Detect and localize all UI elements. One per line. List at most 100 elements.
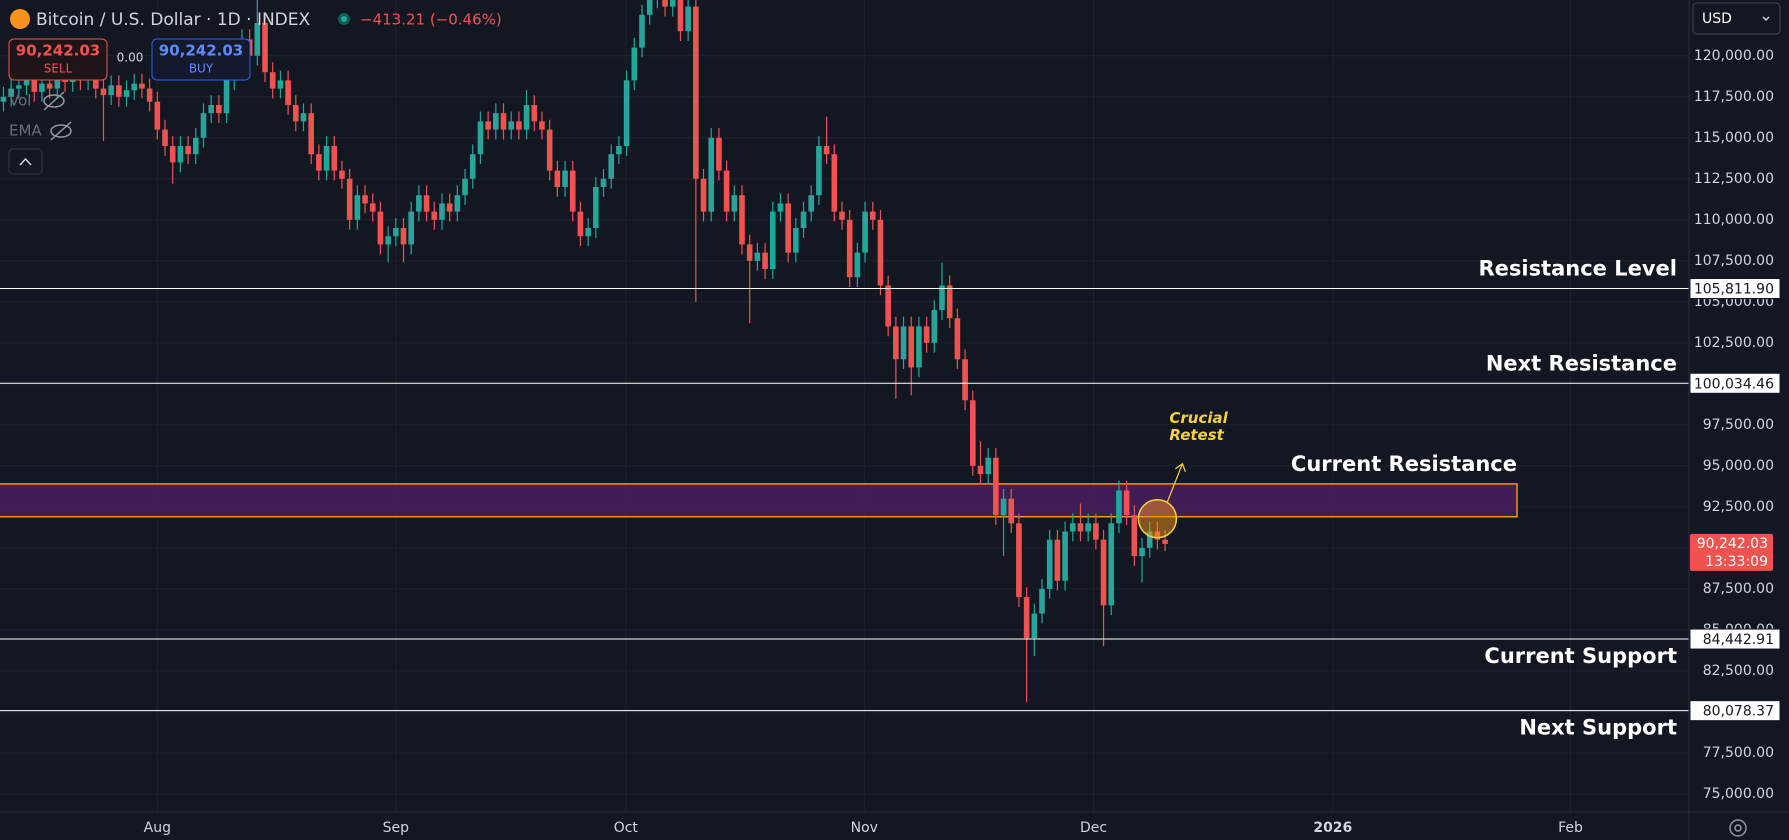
candle-body — [100, 88, 107, 96]
candle-body — [331, 145, 338, 171]
buy-price[interactable]: 90,242.03 — [159, 42, 243, 60]
chevron[interactable] — [19, 157, 32, 166]
candle-body — [192, 137, 199, 155]
visibility-icon[interactable] — [43, 91, 65, 111]
candle-body — [516, 121, 522, 130]
gear-hub[interactable] — [1734, 824, 1742, 832]
candle-body — [393, 228, 399, 237]
level-price-box — [1689, 628, 1781, 650]
candle-body — [177, 145, 184, 163]
candle-body — [346, 178, 353, 220]
candle-body — [454, 195, 461, 212]
level-label: Next Resistance — [1486, 351, 1677, 375]
level-price-box — [1689, 278, 1781, 300]
gear[interactable] — [1729, 819, 1747, 837]
candle-body — [446, 203, 453, 212]
eye[interactable] — [43, 94, 65, 108]
candle-body — [269, 72, 276, 89]
candle-body — [208, 104, 214, 114]
y-tick-label: 97,500.00 — [1703, 417, 1774, 433]
collapse-box[interactable] — [8, 148, 43, 175]
buy-button[interactable]: 90,242.03 BUY — [151, 38, 251, 81]
buy-label[interactable]: BUY — [189, 62, 214, 76]
sell-box[interactable] — [8, 38, 108, 81]
y-tick-label: 117,500.00 — [1694, 89, 1774, 105]
candle-body — [416, 195, 422, 212]
candle-body — [1023, 597, 1030, 639]
candle-body — [154, 101, 161, 130]
eye-slash[interactable] — [43, 91, 65, 111]
candle-body — [839, 211, 845, 220]
x-tick-label: Nov — [851, 820, 878, 836]
indicator-name[interactable]: Vol — [9, 92, 31, 110]
candle-body — [216, 104, 222, 114]
resistance-zone — [0, 483, 1518, 518]
x-tick-label: Dec — [1080, 820, 1107, 836]
sell-price[interactable]: 90,242.03 — [16, 42, 100, 60]
y-tick-label: 107,500.00 — [1694, 253, 1774, 269]
annotation-text: Crucial — [1169, 409, 1228, 427]
candle-body — [200, 113, 207, 138]
y-tick-label: 115,000.00 — [1694, 130, 1774, 146]
candle-body — [585, 228, 591, 237]
chevron[interactable] — [1762, 16, 1770, 22]
candle-body — [739, 195, 745, 245]
currency-box[interactable] — [1692, 2, 1781, 35]
candle-body — [669, 0, 676, 7]
candle-body — [300, 113, 307, 122]
candle-body — [646, 0, 653, 15]
candle-body — [1162, 539, 1168, 544]
candle-body — [616, 145, 622, 155]
currency-select[interactable]: USD — [1692, 2, 1781, 35]
currency[interactable]: USD — [1702, 11, 1732, 27]
candle-body — [846, 219, 853, 278]
candle-body — [693, 6, 699, 179]
candle-body — [662, 0, 668, 7]
sell-button[interactable]: 90,242.03 SELL — [8, 38, 108, 81]
candle-body — [1100, 539, 1107, 606]
settings-button[interactable] — [1729, 819, 1747, 837]
visibility-icon[interactable] — [50, 121, 72, 141]
y-tick-label: 75,000.00 — [1703, 786, 1774, 802]
candle-body — [1016, 523, 1022, 598]
candle-body — [1046, 539, 1053, 589]
candle-body — [54, 78, 61, 89]
buy-box[interactable] — [151, 38, 251, 81]
candle-body — [1108, 523, 1115, 606]
candle-body — [423, 195, 430, 212]
candle-body — [746, 244, 753, 261]
level-label: Resistance Level — [1478, 257, 1677, 281]
candle-body — [0, 96, 7, 102]
candle-body — [369, 203, 376, 212]
candle-body — [108, 85, 114, 96]
candle-body — [508, 121, 515, 130]
candle-body — [1131, 515, 1138, 557]
candle-body — [377, 211, 384, 245]
candle-body — [916, 326, 922, 368]
x-tick-label: Aug — [144, 820, 171, 836]
candle-body — [962, 359, 968, 401]
candle-body — [439, 203, 445, 220]
eye-slash[interactable] — [50, 121, 72, 141]
candle-body — [816, 145, 822, 196]
candle-body — [777, 203, 784, 212]
annotation-text: Retest — [1169, 426, 1224, 444]
candle-body — [685, 6, 691, 32]
sell-label[interactable]: SELL — [44, 62, 73, 76]
candle-body — [1062, 531, 1068, 581]
candle-body — [292, 104, 299, 122]
candle-body — [631, 47, 638, 81]
candle-body — [92, 75, 99, 89]
candle-body — [323, 145, 330, 171]
level-price-label: 100,034.46 — [1694, 376, 1774, 392]
indicator-name[interactable]: EMA — [9, 122, 42, 140]
spread: 0.00 — [117, 51, 144, 65]
eye[interactable] — [50, 124, 72, 138]
collapse-button[interactable] — [8, 148, 43, 175]
overlay: Resistance Level 105,811.90 Next Resistanc… — [1137, 257, 1781, 740]
candle-body — [146, 88, 153, 102]
candle-body — [546, 129, 553, 171]
candle-body — [469, 154, 476, 179]
candle-body — [831, 154, 838, 212]
candle-body — [577, 211, 584, 237]
